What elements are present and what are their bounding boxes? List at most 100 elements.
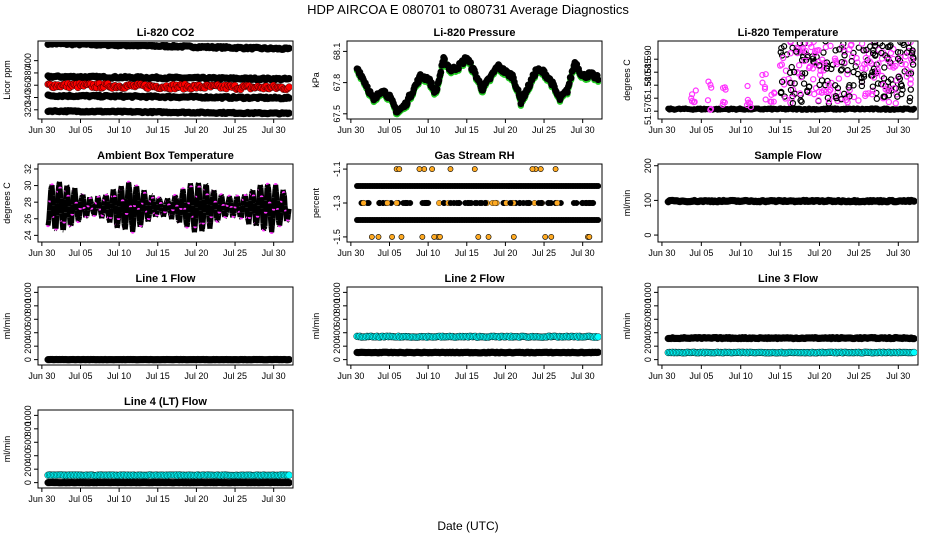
ref-high-point	[285, 44, 292, 52]
box-temp-trace	[76, 215, 83, 221]
box-temp-trace	[285, 213, 291, 220]
x-tick-label: Jul 05	[377, 248, 401, 258]
box-temp-trace	[180, 188, 187, 194]
licor-temp-point	[887, 42, 894, 49]
licor-temp-point	[798, 73, 805, 81]
panel-line2: Line 2 Flow ml/min Jun 30 Jul 05 Jul 10 Jul 1…	[311, 273, 603, 381]
box-temp-trace	[215, 215, 222, 221]
panel-line1: Line 1 Flow ml/min Jun 30 Jul 05 Jul 10 Jul 1…	[2, 273, 294, 381]
licor-temp-point	[894, 55, 902, 62]
rh-point	[554, 199, 561, 206]
licor-temp-point	[691, 98, 698, 105]
licor-temp-point	[878, 55, 886, 62]
sample-point	[285, 83, 292, 91]
licor-temp-point	[810, 76, 817, 83]
licor-temp-point	[850, 49, 857, 57]
y-tick-label: 0	[643, 233, 653, 238]
box-temp-trace	[57, 188, 64, 199]
y-axis-label: percent	[311, 187, 321, 218]
licor-temp-point	[841, 48, 848, 56]
licor-temp-point	[874, 69, 882, 76]
box-temp-trace	[138, 219, 144, 226]
licor-temp-point	[907, 76, 914, 83]
x-tick-label: Jul 30	[571, 248, 595, 258]
licor-temp-point	[875, 60, 882, 67]
licor-temp-point	[844, 67, 851, 74]
licor-temp-point	[799, 47, 807, 54]
licor-temp-point	[887, 49, 895, 57]
box-temp-trace	[257, 184, 264, 189]
x-tick-label: Jul 20	[184, 248, 208, 258]
box-temp-trace	[46, 210, 52, 221]
box-temp-trace	[112, 196, 118, 206]
box-temp-trace	[188, 186, 195, 196]
y-tick-label: 51.570	[643, 97, 653, 125]
box-temp-trace	[212, 202, 219, 210]
plot-frame	[37, 286, 294, 366]
box-temp-trace	[92, 207, 99, 212]
box-temp-trace	[184, 222, 191, 228]
licor-temp-point	[759, 71, 766, 79]
box-temp-trace	[72, 187, 79, 197]
licor-temp-point	[855, 44, 863, 51]
x-axis-label: Date (UTC)	[437, 519, 498, 533]
box-temp-trace	[138, 211, 145, 221]
rh-point	[471, 166, 478, 172]
box-temp-trace	[53, 215, 60, 229]
licor-temp-point	[907, 80, 914, 87]
licor-temp-point	[834, 84, 842, 92]
licor-temp-point	[870, 74, 878, 81]
rh-point	[473, 199, 480, 206]
rh-point	[529, 166, 536, 172]
licor-temp-point	[858, 82, 866, 90]
licor-temp-point	[795, 62, 803, 69]
box-temp-trace	[128, 206, 134, 221]
box-temp-trace	[88, 201, 95, 205]
box-temp-trace	[154, 210, 160, 215]
box-temp-trace	[91, 210, 98, 216]
licor-temp-point	[813, 53, 820, 61]
rh-point	[368, 234, 375, 240]
x-tick-label: Jul 05	[68, 494, 92, 504]
box-temp-trace	[114, 223, 121, 229]
y-axis-label: ml/min	[2, 436, 12, 463]
box-temp-trace	[177, 215, 183, 223]
x-tick-label: Jul 05	[689, 125, 713, 135]
licor-temp-point	[852, 63, 859, 70]
licor-temp-point	[789, 99, 797, 107]
box-temp-trace	[130, 226, 136, 233]
licor-temp-point	[805, 83, 813, 90]
licor-temp-point	[840, 42, 847, 47]
box-temp-trace	[50, 205, 57, 218]
box-temp-trace	[69, 204, 76, 215]
licor-temp-point	[898, 60, 905, 68]
box-temp-trace	[170, 201, 177, 210]
licor-temp-point	[898, 90, 905, 98]
data-layer	[354, 166, 601, 240]
x-tick-label: Jun 30	[28, 371, 55, 381]
licor-temp-point	[777, 49, 784, 56]
y-tick-label: 1000	[643, 282, 653, 302]
data-layer	[45, 180, 292, 235]
box-temp-trace	[201, 199, 208, 213]
licor-temp-point	[744, 82, 751, 90]
y-axis-label: ml/min	[2, 313, 12, 340]
licor-temp-point	[860, 47, 867, 54]
licor-temp-point	[816, 71, 824, 79]
panel-title: Line 2 Flow	[445, 273, 505, 285]
x-tick-label: Jul 05	[68, 371, 92, 381]
rh-point	[507, 199, 514, 206]
x-tick-label: Jul 30	[262, 371, 286, 381]
box-temp-trace	[68, 222, 74, 227]
ref-low-point	[285, 109, 292, 117]
rh-point	[425, 199, 432, 206]
x-tick-label: Jun 30	[648, 125, 675, 135]
box-temp-trace	[207, 222, 214, 229]
y-tick-label: 1000	[23, 405, 33, 425]
box-temp-trace	[142, 199, 149, 207]
x-tick-label: Jul 30	[262, 125, 286, 135]
licor-temp-point	[782, 95, 789, 102]
x-tick-label: Jul 05	[68, 125, 92, 135]
y-axis-label: degrees C	[2, 182, 12, 224]
x-tick-label: Jul 30	[886, 371, 910, 381]
